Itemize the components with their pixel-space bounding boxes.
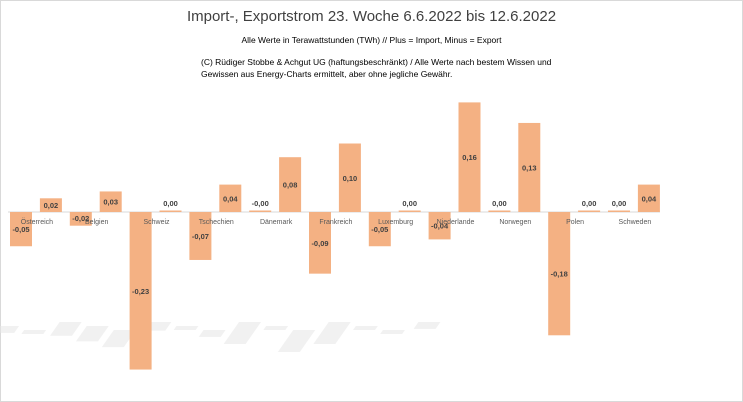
bar-value-label: -0,07 xyxy=(192,232,209,241)
bar-value-label: -0,09 xyxy=(311,239,328,248)
bar-value-label: -0,18 xyxy=(551,270,568,279)
bar-shadow xyxy=(198,330,226,337)
bar-value-label: 0,00 xyxy=(582,199,597,208)
bar-shadow xyxy=(277,330,316,352)
bar xyxy=(249,210,272,212)
category-label: Belgien xyxy=(85,219,108,226)
bar xyxy=(518,122,541,212)
category-label: Frankreich xyxy=(319,219,352,226)
category-label: Dänemark xyxy=(260,219,293,226)
bar-shadow xyxy=(50,322,82,336)
bar-value-label: 0,00 xyxy=(402,199,417,208)
bar xyxy=(69,212,92,226)
bar-value-label: 0,00 xyxy=(612,199,627,208)
bar-shadow xyxy=(0,326,20,333)
category-label: Luxemburg xyxy=(378,219,413,226)
bar-value-label: 0,02 xyxy=(44,201,59,210)
bar-value-label: 0,10 xyxy=(343,174,358,183)
bar-value-label: -0,00 xyxy=(252,199,269,208)
bar-value-label: -0,05 xyxy=(12,225,29,234)
bar-shadow xyxy=(223,322,262,344)
chart-subtitle: Alle Werte in Terawattstunden (TWh) // P… xyxy=(241,35,502,45)
bar xyxy=(458,102,481,212)
category-label: Niederlande xyxy=(437,219,475,226)
category-label: Schweden xyxy=(619,219,652,226)
bar-shadow xyxy=(353,326,378,330)
bar xyxy=(548,212,571,336)
bar xyxy=(219,184,242,212)
bar-shadow xyxy=(313,322,351,344)
bar xyxy=(309,212,331,274)
category-label: Österreich xyxy=(21,218,53,226)
bar-shadow xyxy=(21,330,47,334)
bar xyxy=(488,210,511,212)
bar xyxy=(189,212,212,260)
category-label: Polen xyxy=(566,219,584,226)
bar xyxy=(99,191,122,212)
bar-value-label: 0,04 xyxy=(642,194,657,203)
bar xyxy=(578,210,601,212)
category-label: Schweiz xyxy=(143,219,170,226)
bar-shadow xyxy=(263,326,289,330)
bar xyxy=(398,210,421,212)
category-label: Norwegen xyxy=(499,219,531,226)
bar-value-label: 0,03 xyxy=(103,198,118,207)
bar-value-label: -0,04 xyxy=(431,222,449,231)
bar xyxy=(39,198,62,212)
chart-title: Import-, Exportstrom 23. Woche 6.6.2022 … xyxy=(186,8,557,25)
bar xyxy=(159,210,182,212)
bar-value-label: 0,08 xyxy=(283,181,298,190)
bar-value-label: 0,04 xyxy=(223,194,238,203)
bar-value-label: 0,00 xyxy=(492,199,507,208)
bar-value-label: 0,13 xyxy=(522,163,537,172)
bar xyxy=(279,157,302,212)
bar-shadow xyxy=(101,330,136,348)
bar-value-label: 0,16 xyxy=(462,153,477,162)
bar xyxy=(368,212,391,247)
bar xyxy=(608,210,630,212)
bar xyxy=(129,212,152,370)
bar xyxy=(428,212,451,240)
bar-shadow xyxy=(413,322,441,329)
bar xyxy=(338,143,361,212)
bar-value-label: -0,23 xyxy=(132,287,149,296)
bar-value-label: 0,00 xyxy=(163,199,178,208)
bar-value-label: -0,02 xyxy=(72,214,89,223)
bar-shadow xyxy=(75,326,109,342)
category-label: Tschechien xyxy=(199,219,234,226)
bar-shadow xyxy=(380,330,405,334)
bar-value-label: -0,05 xyxy=(371,225,388,234)
bar-shadow xyxy=(173,326,199,330)
bar xyxy=(10,212,32,247)
chart-note: (C) Rüdiger Stobbe & Achgut UG (haftungs… xyxy=(201,57,552,79)
bar xyxy=(637,184,660,212)
